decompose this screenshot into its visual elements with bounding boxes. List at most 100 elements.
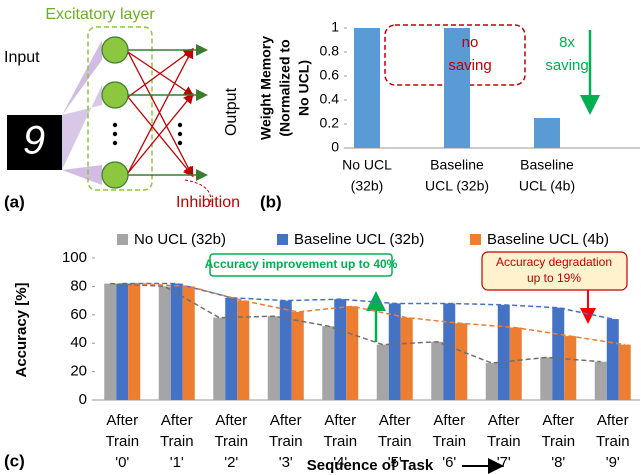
- bar: [444, 28, 470, 148]
- input-image: [7, 115, 62, 170]
- bar: [104, 283, 117, 400]
- x-tick-label: '7': [497, 454, 511, 471]
- x-tick-label: Train: [160, 433, 194, 450]
- y-tick-label: 0.6: [320, 67, 340, 83]
- bar: [334, 299, 347, 400]
- neuron: [101, 81, 129, 109]
- legend-label: Baseline UCL (32b): [294, 231, 424, 248]
- y-axis-label: Accuracy [%]: [13, 282, 30, 377]
- neuron: [101, 36, 129, 64]
- y-tick-label: 100: [62, 249, 87, 266]
- x-tick-label: '6': [442, 454, 456, 471]
- layer-box: [87, 26, 153, 191]
- bar: [322, 326, 335, 400]
- x-tick-label: Train: [269, 433, 303, 450]
- x-tick-label: '3': [279, 454, 293, 471]
- x-tick-label: After: [270, 412, 302, 429]
- trend-line: [110, 282, 601, 364]
- x-tick-label: After: [542, 412, 574, 429]
- y-tick-label: 0.4: [320, 91, 340, 107]
- x-tick-label: Baseline: [520, 157, 574, 173]
- bar: [182, 286, 195, 400]
- inhibition-arc: [184, 179, 212, 206]
- annotation: saving: [545, 57, 588, 74]
- legend-swatch: [117, 234, 128, 245]
- ellipsis: [112, 140, 118, 146]
- x-tick-label: Baseline: [430, 157, 484, 173]
- y-tick-label: 60: [70, 306, 87, 323]
- x-tick-label: Train: [487, 433, 521, 450]
- bar: [170, 283, 183, 400]
- bar: [128, 283, 141, 400]
- bar: [158, 286, 171, 400]
- legend-swatch: [277, 234, 288, 245]
- bar: [443, 303, 456, 400]
- panel-label: (c): [4, 451, 25, 470]
- x-tick-label: (32b): [351, 178, 384, 194]
- bar: [606, 319, 619, 400]
- x-tick-label: '2': [224, 454, 238, 471]
- bar: [534, 118, 560, 148]
- x-tick-label: Train: [214, 433, 248, 450]
- bar: [376, 344, 389, 400]
- y-tick-label: 20: [70, 363, 87, 380]
- bar: [346, 306, 359, 400]
- y-axis-label: No UCL): [296, 60, 312, 116]
- inhibition-link: [127, 47, 194, 174]
- projection: [62, 85, 102, 170]
- bar: [388, 303, 401, 400]
- annotation-box: [209, 253, 393, 277]
- x-tick-label: Train: [105, 433, 139, 450]
- annotation: 8x: [559, 34, 575, 51]
- ellipsis: [112, 122, 118, 128]
- y-tick-label: 1: [331, 19, 339, 35]
- y-tick-label: 0.8: [320, 43, 340, 59]
- x-tick-label: Train: [378, 433, 412, 450]
- x-tick-label: After: [161, 412, 193, 429]
- inhibition-link: [127, 96, 194, 178]
- x-tick-label: After: [597, 412, 629, 429]
- y-axis-label: Weight Memory: [258, 36, 274, 140]
- ellipsis: [177, 122, 183, 128]
- bar: [509, 327, 522, 400]
- x-tick-label: Train: [432, 433, 466, 450]
- trend-line: [134, 282, 625, 346]
- annotation: up to 19%: [527, 271, 581, 285]
- layer-label: Excitatory layer: [45, 6, 155, 23]
- annotation: saving: [448, 57, 491, 74]
- bar: [267, 316, 280, 400]
- bar: [564, 336, 577, 400]
- ellipsis: [177, 131, 183, 137]
- bar: [455, 323, 468, 400]
- bar: [213, 317, 226, 400]
- bar: [291, 311, 304, 400]
- legend-label: No UCL (32b): [134, 231, 226, 248]
- x-tick-label: After: [433, 412, 465, 429]
- panel-label: (b): [260, 192, 282, 211]
- bar: [485, 363, 498, 400]
- trend-line: [122, 282, 613, 320]
- x-tick-label: '8': [551, 454, 565, 471]
- bar: [354, 28, 380, 148]
- x-tick-label: After: [106, 412, 138, 429]
- projection: [62, 165, 102, 185]
- x-tick-label: After: [379, 412, 411, 429]
- inhibition-link: [127, 51, 194, 178]
- bar: [594, 361, 607, 400]
- x-tick-label: UCL (4b): [519, 178, 575, 194]
- y-tick-label: 0: [331, 139, 339, 155]
- input-label: Input: [4, 49, 40, 66]
- x-tick-label: After: [324, 412, 356, 429]
- bar: [400, 317, 413, 400]
- inhibition-link: [127, 92, 194, 174]
- y-tick-label: 40: [70, 334, 87, 351]
- annotation: no: [462, 34, 479, 51]
- projection: [62, 40, 102, 115]
- legend-label: Baseline UCL (4b): [487, 231, 609, 248]
- x-tick-label: '0': [115, 454, 129, 471]
- inhibition-link: [127, 48, 195, 98]
- x-axis-label: Sequence of Task: [307, 457, 434, 474]
- y-tick-label: 0: [79, 391, 87, 408]
- bar: [552, 307, 565, 400]
- x-tick-label: After: [488, 412, 520, 429]
